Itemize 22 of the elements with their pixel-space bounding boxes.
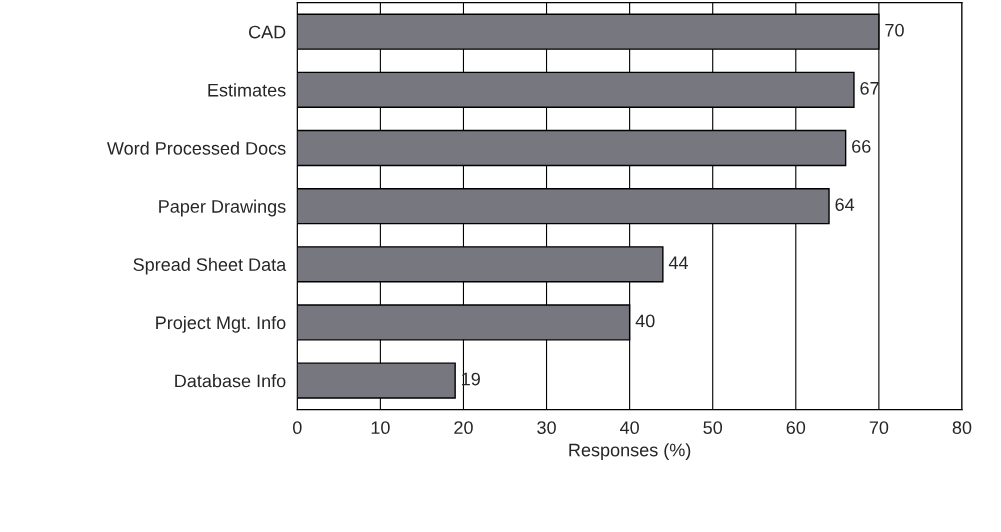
x-tick-label: 10 (371, 421, 390, 435)
y-tick-label: Estimates (208, 83, 286, 97)
data-label: 40 (635, 314, 655, 328)
y-tick-label: Paper Drawings (159, 199, 286, 217)
x-tick-label: 30 (537, 421, 556, 435)
x-tick-label: 0 (292, 421, 302, 435)
y-tick-label: Database Info (175, 374, 286, 388)
x-tick-label: 60 (786, 421, 806, 435)
x-axis-title: Responses (%) (569, 443, 691, 460)
y-tick-label: Word Processed Docs (106, 141, 286, 155)
x-tick-label: 40 (620, 421, 639, 435)
x-tick-label: 70 (869, 421, 889, 435)
data-label: 64 (835, 198, 855, 211)
y-tick-label: Project Mgt. Info (156, 315, 286, 333)
data-label: 44 (668, 256, 688, 269)
x-tick-label: 50 (703, 421, 723, 435)
x-tick-label: 20 (454, 421, 473, 435)
x-tick-label: 80 (952, 421, 972, 435)
y-tick-label: CAD (248, 25, 286, 39)
data-label: 70 (885, 23, 904, 37)
data-label: 66 (852, 140, 871, 153)
y-tick-label: Spread Sheet Data (133, 257, 287, 275)
